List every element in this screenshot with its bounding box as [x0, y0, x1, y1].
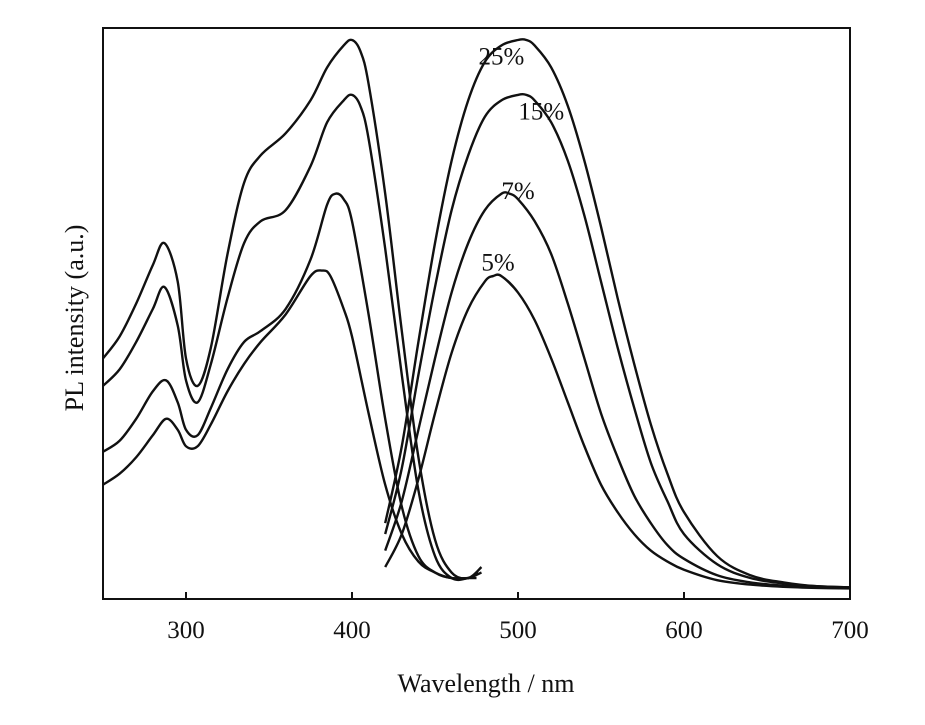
y-axis-title: PL intensity (a.u.) [60, 225, 89, 412]
x-tick-label: 400 [333, 617, 371, 644]
x-ticks: 300 400 500 600 700 [167, 592, 869, 644]
x-axis-title: Wavelength / nm [398, 669, 575, 698]
excitation-curve-7pct [102, 192, 479, 580]
emission-curve-5pct [384, 273, 851, 590]
curve-label-7pct: 7% [501, 178, 534, 205]
x-tick-label: 700 [831, 617, 869, 644]
curve-label-15pct: 15% [518, 99, 564, 126]
curves-layer [102, 38, 851, 590]
curve-label-5pct: 5% [481, 250, 514, 277]
excitation-curve-5pct [102, 269, 477, 580]
curve-labels: 25% 15% 7% 5% [478, 44, 564, 277]
excitation-curve-15pct [102, 93, 482, 582]
emission-curve-7pct [384, 191, 851, 590]
emission-curve-25pct [384, 38, 851, 589]
emission-curve-15pct [384, 93, 851, 589]
x-tick-label: 500 [499, 617, 537, 644]
x-tick-label: 600 [665, 617, 703, 644]
x-tick-label: 300 [167, 617, 205, 644]
curve-label-25pct: 25% [478, 44, 524, 71]
plot-frame [102, 27, 851, 600]
